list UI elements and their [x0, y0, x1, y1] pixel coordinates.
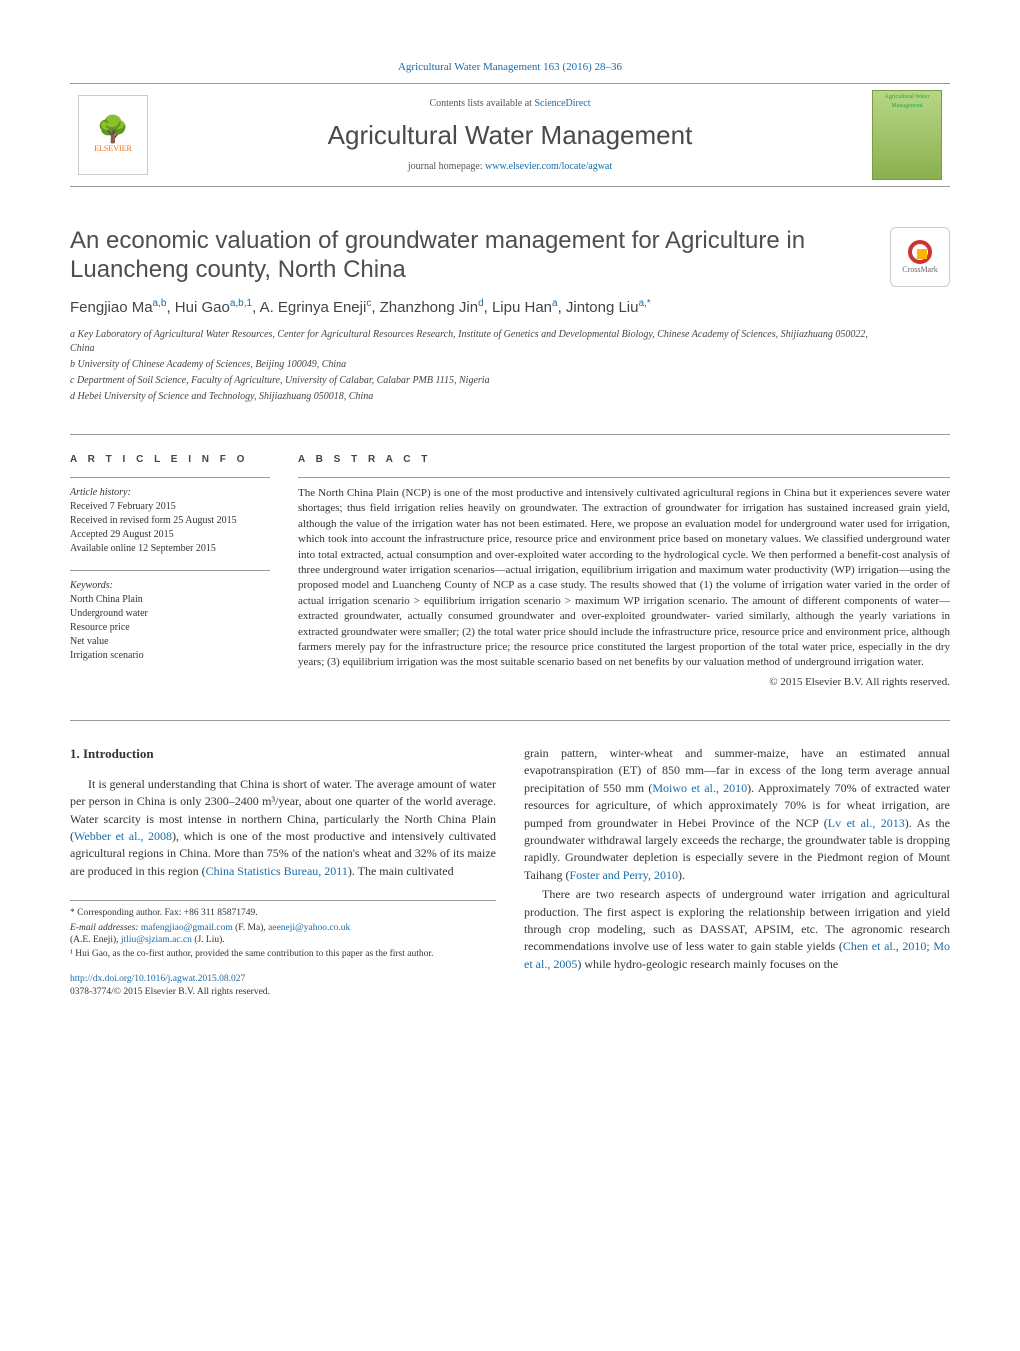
body-col-right: grain pattern, winter-wheat and summer-m… — [524, 745, 950, 1000]
homepage-label: journal homepage: — [408, 161, 485, 172]
author-list: Fengjiao Maa,b, Hui Gaoa,b,1, A. Egrinya… — [70, 297, 874, 318]
keyword-5: Irrigation scenario — [70, 649, 270, 663]
email-ma[interactable]: mafengjiao@gmail.com — [141, 923, 233, 933]
keyword-2: Underground water — [70, 607, 270, 621]
affiliation-c: c Department of Soil Science, Faculty of… — [70, 374, 874, 388]
journal-name: Agricultural Water Management — [160, 117, 860, 153]
body-col-left: 1. Introduction It is general understand… — [70, 745, 496, 1000]
sciencedirect-link[interactable]: ScienceDirect — [534, 98, 590, 109]
banner-center: Contents lists available at ScienceDirec… — [160, 97, 860, 173]
elsevier-logo: 🌳 ELSEVIER — [78, 95, 148, 175]
citation-link[interactable]: Chen et al., 2010; Mo et al., 2005 — [524, 939, 950, 970]
homepage-link[interactable]: www.elsevier.com/locate/agwat — [485, 161, 612, 172]
emails-label: E-mail addresses: — [70, 923, 141, 933]
article-info: A R T I C L E I N F O Article history: R… — [70, 453, 270, 690]
citation-link[interactable]: Moiwo et al., 2010 — [652, 781, 747, 795]
crossmark-badge[interactable]: CrossMark — [890, 227, 950, 287]
citation-link[interactable]: Webber et al., 2008 — [74, 829, 172, 843]
intro-para-1-cont: grain pattern, winter-wheat and summer-m… — [524, 745, 950, 884]
contents-available: Contents lists available at ScienceDirec… — [160, 97, 860, 111]
abstract-copyright: © 2015 Elsevier B.V. All rights reserved… — [298, 675, 950, 690]
history-label: Article history: — [70, 486, 270, 500]
intro-para-1: It is general understanding that China i… — [70, 776, 496, 880]
keyword-1: North China Plain — [70, 593, 270, 607]
footnotes: * Corresponding author. Fax: +86 311 858… — [70, 900, 496, 960]
history-received: Received 7 February 2015 — [70, 500, 270, 514]
journal-cover-thumb: Agricultural Water Management — [872, 90, 942, 180]
issn-copyright: 0378-3774/© 2015 Elsevier B.V. All right… — [70, 987, 270, 997]
elsevier-label: ELSEVIER — [94, 143, 132, 154]
contents-available-text: Contents lists available at — [429, 98, 534, 109]
affiliation-d: d Hebei University of Science and Techno… — [70, 390, 874, 404]
email-liu-who: (J. Liu). — [192, 935, 225, 945]
affiliation-a: a Key Laboratory of Agricultural Water R… — [70, 328, 874, 356]
title-block: An economic valuation of groundwater man… — [70, 227, 874, 406]
article-info-heading: A R T I C L E I N F O — [70, 453, 270, 467]
abstract-rule — [298, 477, 950, 478]
citation-link[interactable]: Foster and Perry, 2010 — [569, 868, 678, 882]
email-ma-who: (F. Ma), — [233, 923, 268, 933]
citation-link[interactable]: China Statistics Bureau, 2011 — [206, 864, 348, 878]
info-rule — [70, 477, 270, 478]
abstract-text: The North China Plain (NCP) is one of th… — [298, 486, 950, 671]
intro-para-2: There are two research aspects of underg… — [524, 886, 950, 973]
article-history: Article history: Received 7 February 201… — [70, 486, 270, 556]
history-revised: Received in revised form 25 August 2015 — [70, 514, 270, 528]
info-abstract-row: A R T I C L E I N F O Article history: R… — [70, 434, 950, 690]
elsevier-tree-icon: 🌳 — [97, 117, 129, 143]
body-columns: 1. Introduction It is general understand… — [70, 745, 950, 1000]
abstract-heading: A B S T R A C T — [298, 453, 950, 467]
affiliation-b: b University of Chinese Academy of Scien… — [70, 358, 874, 372]
keyword-3: Resource price — [70, 621, 270, 635]
doi-link[interactable]: http://dx.doi.org/10.1016/j.agwat.2015.0… — [70, 974, 245, 984]
email-eneji-who: (A.E. Eneji), — [70, 935, 121, 945]
article-title: An economic valuation of groundwater man… — [70, 227, 874, 285]
crossmark-label: CrossMark — [902, 264, 938, 275]
affiliations: a Key Laboratory of Agricultural Water R… — [70, 328, 874, 404]
keywords-label: Keywords: — [70, 579, 270, 593]
journal-homepage: journal homepage: www.elsevier.com/locat… — [160, 160, 860, 174]
cover-caption: Agricultural Water Management — [885, 94, 930, 108]
keyword-4: Net value — [70, 635, 270, 649]
title-row: An economic valuation of groundwater man… — [70, 227, 950, 406]
running-head-link[interactable]: Agricultural Water Management 163 (2016)… — [398, 61, 622, 73]
running-head: Agricultural Water Management 163 (2016)… — [70, 60, 950, 75]
abstract: A B S T R A C T The North China Plain (N… — [298, 453, 950, 690]
page-root: Agricultural Water Management 163 (2016)… — [0, 0, 1020, 1040]
cofirst-author-note: ¹ Hui Gao, as the co-first author, provi… — [70, 948, 496, 960]
history-accepted: Accepted 29 August 2015 — [70, 528, 270, 542]
email-liu[interactable]: jtliu@sjziam.ac.cn — [121, 935, 192, 945]
journal-banner: 🌳 ELSEVIER Contents lists available at S… — [70, 83, 950, 187]
doi-block: http://dx.doi.org/10.1016/j.agwat.2015.0… — [70, 973, 496, 1001]
section-divider — [70, 720, 950, 721]
section-1-heading: 1. Introduction — [70, 745, 496, 764]
history-online: Available online 12 September 2015 — [70, 542, 270, 556]
email-eneji[interactable]: aeeneji@yahoo.co.uk — [268, 923, 350, 933]
crossmark-icon — [908, 240, 932, 264]
info-rule-2 — [70, 570, 270, 571]
citation-link[interactable]: Lv et al., 2013 — [828, 816, 905, 830]
email-addresses: E-mail addresses: mafengjiao@gmail.com (… — [70, 922, 496, 947]
corresponding-author-note: * Corresponding author. Fax: +86 311 858… — [70, 907, 496, 919]
keywords-block: Keywords: North China Plain Underground … — [70, 579, 270, 663]
